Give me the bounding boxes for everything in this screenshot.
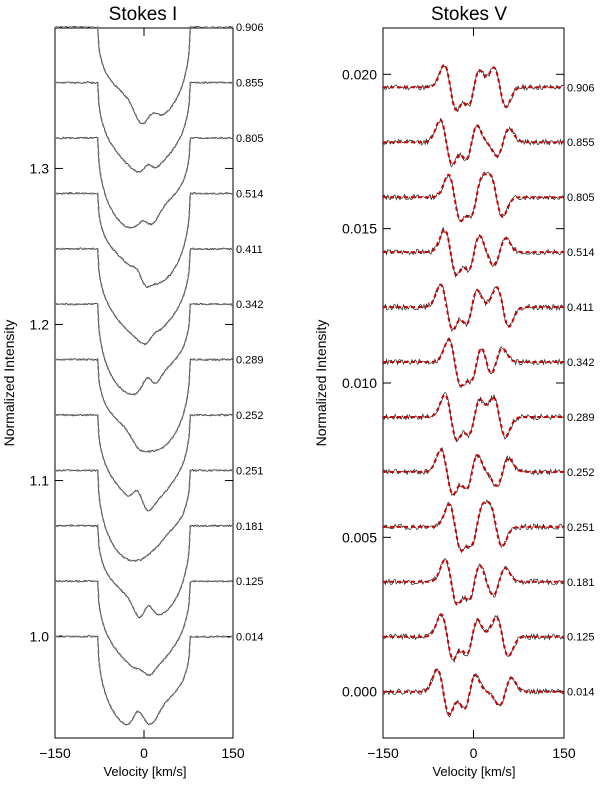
stokes-i-series	[54, 25, 234, 726]
stokes-i-phase-label: 0.125	[236, 576, 264, 588]
stokes-v-model-profile	[383, 667, 564, 716]
stokes-v-model-profile	[383, 228, 564, 277]
stokes-v-xlabel: Velocity [km/s]	[432, 764, 515, 779]
stokes-v-series	[382, 63, 565, 718]
stokes-v-xtick-label: −150	[367, 745, 399, 761]
stokes-i-model-profile	[55, 137, 233, 229]
stokes-v-model-profile	[383, 63, 564, 112]
stokes-i-observed-profile	[54, 413, 234, 512]
stokes-i-phase-label: 0.251	[236, 465, 264, 477]
stokes-i-model-profile	[55, 414, 233, 512]
stokes-v-phase-label: 0.342	[567, 357, 595, 369]
stokes-i-phase-label: 0.342	[236, 299, 264, 311]
stokes-i-phase-label: 0.514	[236, 188, 264, 200]
stokes-i-title: Stokes I	[109, 4, 178, 25]
stokes-i-model-profile	[55, 635, 233, 726]
stokes-v-x-axis: −150 0 150	[367, 28, 576, 761]
stokes-v-model-profile	[383, 558, 564, 606]
stokes-v-model-profile	[383, 448, 564, 496]
stokes-i-observed-profile	[54, 136, 234, 229]
stokes-i-model-profile	[55, 469, 233, 562]
stokes-v-xtick-label: 0	[470, 745, 478, 761]
stokes-v-ytick-label: 0.000	[342, 684, 377, 700]
stokes-v-phase-label: 0.251	[567, 522, 595, 534]
stokes-v-phase-label: 0.855	[567, 137, 595, 149]
stokes-i-observed-profile	[54, 468, 234, 562]
stokes-i-model-profile	[55, 358, 233, 453]
stokes-v-ylabel: Normalized Intensity	[313, 320, 329, 447]
stokes-v-phase-label: 0.411	[567, 302, 594, 314]
stokes-v-phase-label: 0.514	[567, 247, 595, 259]
stokes-i-xtick-label: 0	[140, 745, 148, 761]
stokes-v-phase-label: 0.014	[567, 687, 595, 699]
stokes-i-observed-profile	[54, 25, 234, 125]
stokes-i-observed-profile	[54, 247, 233, 345]
stokes-v-observed-profile	[382, 117, 565, 168]
stokes-i-phase-label: 0.252	[236, 410, 264, 422]
stokes-i-phase-labels: 0.906 0.855 0.805 0.514 0.411 0.342 0.289 0.252…	[236, 22, 264, 643]
stokes-i-xtick-label: −150	[39, 745, 71, 761]
stokes-v-ytick-label: 0.005	[342, 529, 377, 545]
stokes-i-model-profile	[55, 192, 233, 288]
stokes-i-observed-profile	[54, 81, 234, 173]
stokes-i-phase-label: 0.411	[236, 244, 263, 256]
stokes-i-ytick-label: 1.0	[30, 629, 50, 645]
stokes-i-ytick-label: 1.1	[30, 473, 50, 489]
stokes-i-ylabel: Normalized Intensity	[1, 320, 17, 447]
stokes-v-ytick-label: 0.010	[342, 375, 377, 391]
stokes-v-model-profile	[383, 172, 564, 222]
stokes-i-model-profile	[55, 303, 233, 396]
stokes-v-observed-profile	[382, 283, 565, 333]
stokes-v-ytick-label: 0.015	[342, 221, 377, 237]
stokes-v-model-profile	[383, 393, 564, 441]
stokes-v-y-axis: 0.000 0.005 0.010 0.015 0.020	[342, 66, 564, 700]
stokes-i-phase-label: 0.855	[236, 78, 264, 90]
stokes-v-model-profile	[383, 500, 564, 552]
stokes-i-xlabel: Velocity [km/s]	[103, 764, 186, 779]
stokes-i-phase-label: 0.181	[236, 521, 264, 533]
stokes-i-model-profile	[55, 248, 233, 346]
stokes-i-observed-profile	[54, 192, 234, 288]
stokes-i-x-axis: −150 0 150	[39, 28, 245, 761]
stokes-i-observed-profile	[54, 523, 234, 619]
stokes-i-phase-label: 0.289	[236, 355, 264, 367]
stokes-i-observed-profile	[54, 357, 234, 453]
stokes-v-phase-label: 0.181	[567, 577, 595, 589]
stokes-v-xtick-label: 150	[552, 745, 576, 761]
stokes-i-phase-label: 0.906	[236, 22, 264, 34]
stokes-v-observed-profile	[382, 337, 565, 388]
stokes-v-phase-label: 0.289	[567, 412, 595, 424]
stokes-i-model-profile	[55, 525, 233, 618]
stokes-i-ytick-label: 1.3	[30, 160, 50, 176]
stokes-v-title: Stokes V	[431, 4, 507, 25]
stokes-i-ytick-label: 1.2	[30, 316, 50, 332]
stokes-v-model-profile	[383, 119, 564, 166]
stokes-v-phase-label: 0.906	[567, 82, 595, 94]
stokes-v-model-profile	[383, 338, 564, 387]
stokes-v-phase-label: 0.252	[567, 467, 595, 479]
stokes-i-panel: Stokes I −150 0 150 1.0 1.1 1.2 1.3 0.906 0.85…	[1, 4, 264, 779]
stokes-v-model-profile	[383, 283, 564, 331]
stokes-i-xtick-label: 150	[221, 745, 245, 761]
stokes-v-phase-label: 0.805	[567, 192, 595, 204]
stokes-v-observed-profile	[382, 171, 565, 223]
stokes-i-observed-profile	[54, 579, 234, 677]
stokes-i-model-profile	[55, 26, 233, 125]
stokes-v-observed-profile	[382, 668, 565, 718]
stokes-i-model-profile	[55, 580, 233, 676]
stokes-v-phase-labels: 0.906 0.855 0.805 0.514 0.411 0.342 0.289 0.252…	[567, 82, 595, 698]
stokes-i-observed-profile	[54, 635, 234, 726]
stokes-v-model-profile	[383, 613, 564, 661]
stokes-v-ytick-label: 0.020	[342, 66, 377, 82]
stokes-v-observed-profile	[383, 613, 565, 663]
stokes-v-panel: Stokes V −150 0 150 0.0000.0050.0100.0150.…	[313, 4, 595, 779]
stokes-i-phase-label: 0.805	[236, 133, 264, 145]
stokes-v-observed-profile	[382, 446, 565, 497]
stokes-v-phase-label: 0.125	[567, 632, 595, 644]
stokes-i-model-profile	[55, 81, 233, 173]
stokes-i-phase-label: 0.014	[236, 632, 264, 644]
stokes-i-y-axis: 1.0 1.1 1.2 1.3	[30, 160, 233, 645]
